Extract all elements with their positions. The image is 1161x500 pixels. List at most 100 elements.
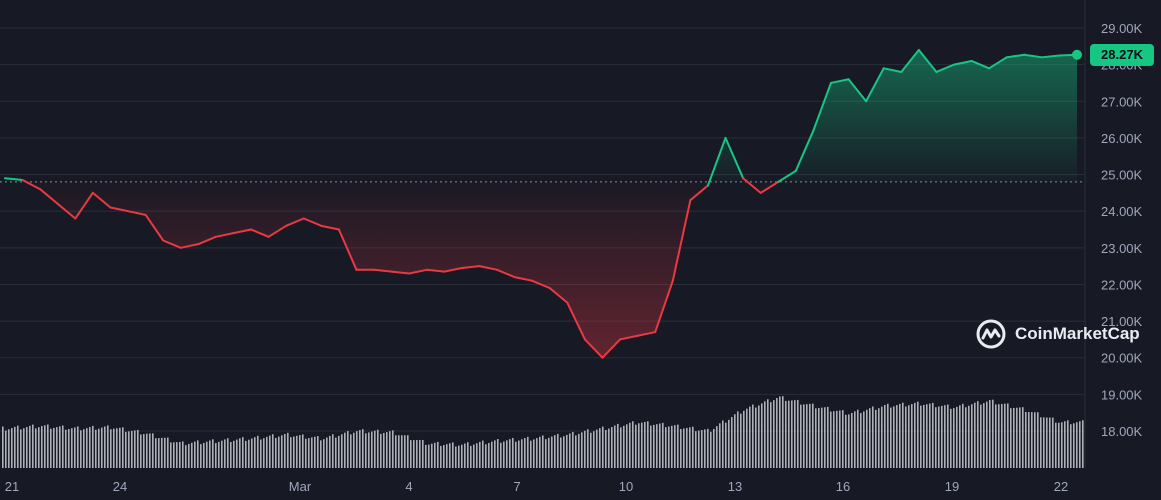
volume-bar [23,428,25,468]
price-point [514,276,516,278]
volume-bar [377,429,379,468]
volume-bar [386,432,388,468]
volume-bar [701,430,703,468]
volume-bar [440,445,442,468]
volume-bar [308,438,310,468]
volume-bar [773,400,775,468]
volume-bar [941,405,943,468]
volume-bar [782,396,784,468]
volume-bar [890,407,892,468]
x-tick-label: 4 [405,479,412,494]
volume-bar [143,434,145,468]
volume-bar [770,402,772,468]
volume-bar [959,405,961,468]
volume-bar [47,424,49,468]
volume-bar [434,442,436,468]
volume-bar [911,404,913,468]
volume-bar [1076,422,1078,468]
price-point [92,192,94,194]
volume-bar [179,442,181,468]
volume-bar [455,446,457,468]
volume-bar [380,433,382,468]
volume-bar [230,441,232,468]
volume-bar [656,424,658,468]
volume-bar [191,442,193,468]
volume-bar [842,410,844,468]
price-segment [496,268,516,279]
volume-bar [515,441,517,468]
volume-bar [644,421,646,468]
volume-bar [827,406,829,468]
volume-bar [1040,417,1042,468]
y-tick-label: 19.00K [1101,387,1143,402]
volume-bar [146,433,148,468]
volume-bar [626,424,628,468]
volume-bar [344,432,346,468]
price-segment [39,188,59,205]
volume-bar [77,426,79,468]
volume-bar [1019,407,1021,468]
price-segment [1023,53,1043,59]
volume-bar [419,440,421,468]
price-segment [689,184,709,202]
price-segment [952,59,973,66]
volume-bar [332,434,334,468]
volume-bar [632,421,634,468]
coinmarketcap-logo-icon [976,319,1006,349]
volume-bar [767,399,769,468]
volume-bar [104,426,106,468]
volume-bar [680,429,682,468]
volume-bar [968,405,970,468]
volume-bar [452,442,454,468]
volume-bar [20,429,22,468]
volume-bar [176,442,178,468]
volume-bar [623,425,625,468]
price-point [215,236,217,238]
price-point [883,68,885,70]
price-point [338,229,340,231]
price-segment [1005,53,1026,59]
volume-bar [908,405,910,468]
volume-bar [467,442,469,468]
volume-bar [53,427,55,468]
price-segment [970,59,991,70]
volume-bar [260,439,262,468]
volume-bar [473,444,475,468]
y-tick-label: 21.00K [1101,314,1143,329]
price-segment [1040,54,1061,59]
volume-bar [788,400,790,468]
volume-bar [863,411,865,468]
price-segment [232,228,253,235]
price-point [742,177,744,179]
volume-bar [425,444,427,468]
volume-bar [140,434,142,468]
volume-bar [1055,422,1057,468]
volume-bar [101,427,103,468]
price-segment [566,301,586,341]
volume-bar [5,430,7,468]
volume-bar [110,429,112,468]
price-segment [724,136,745,180]
price-point [373,269,375,271]
volume-bar [392,430,394,468]
volume-bar [995,404,997,468]
price-segment [548,287,569,304]
volume-bar [872,406,874,468]
volume-bar [857,409,859,468]
price-segment [900,48,920,73]
volume-bar [194,441,196,468]
price-point [707,185,709,187]
volume-bar [317,436,319,468]
volume-bar [950,408,952,468]
volume-bar [899,403,901,468]
volume-bar [11,428,13,468]
volume-bar [707,428,709,468]
volume-bar [485,444,487,468]
volume-bar [503,441,505,468]
volume-bar [596,429,598,468]
volume-bar [935,407,937,468]
y-tick-label: 29.00K [1101,21,1143,36]
volume-bar [599,428,601,468]
price-segment [706,136,727,187]
volume-bar [89,427,91,468]
